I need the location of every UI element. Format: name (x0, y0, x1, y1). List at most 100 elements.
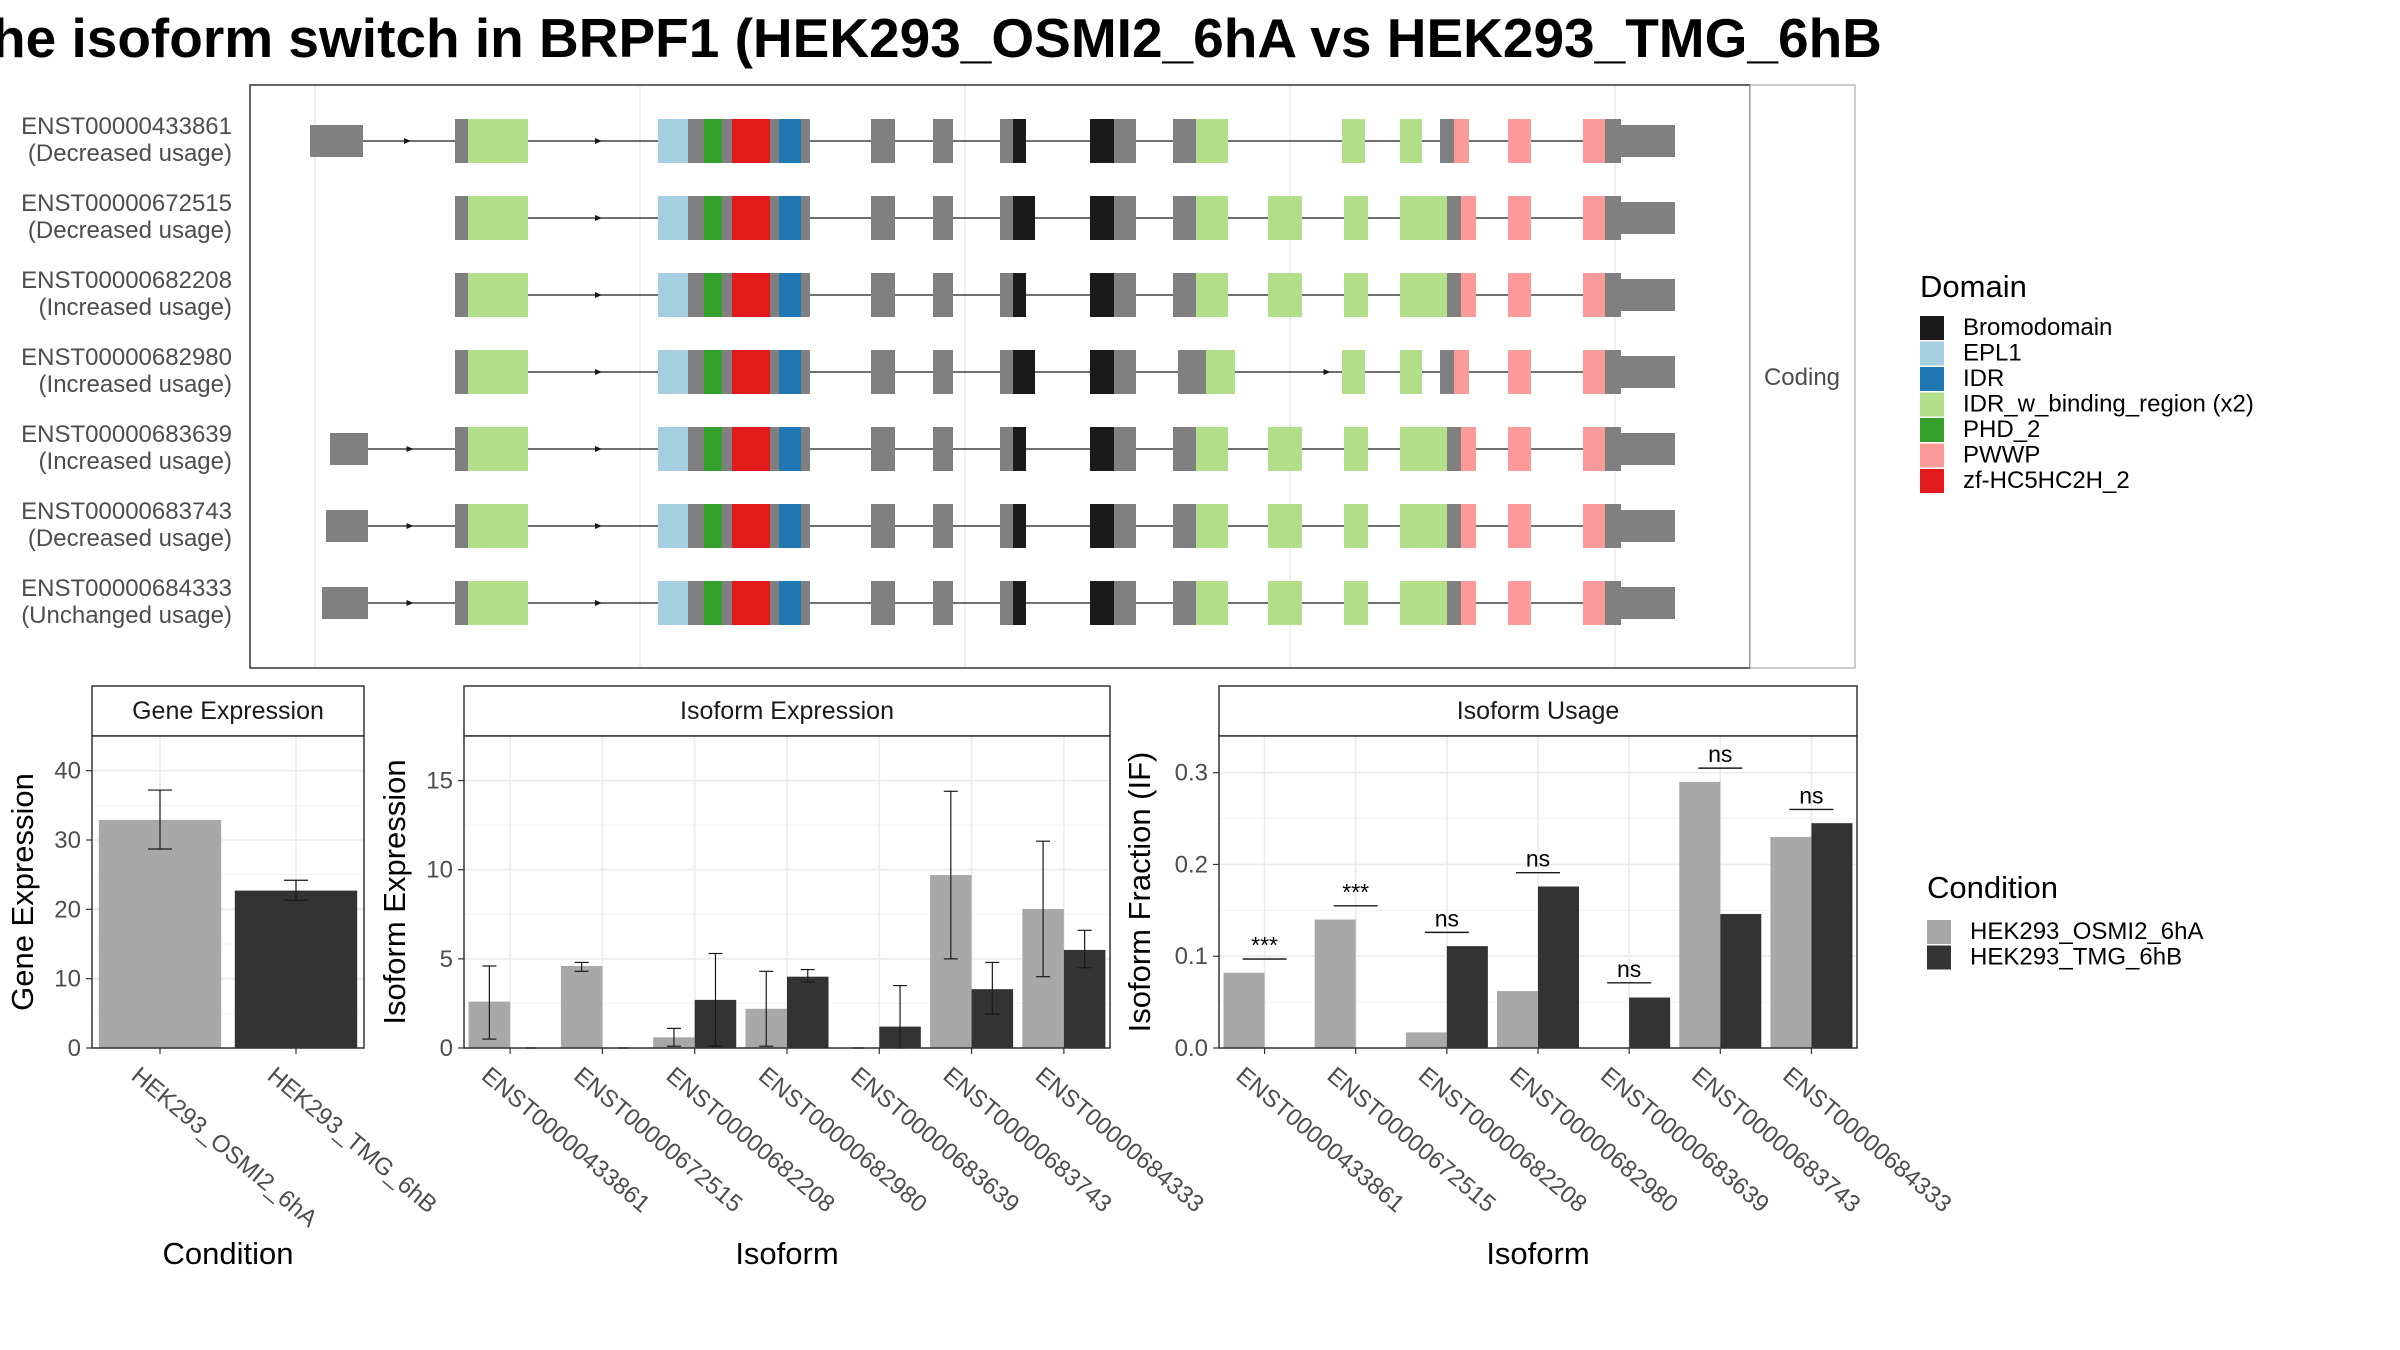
transcript-status: (Increased usage) (39, 448, 232, 475)
coding-exon (688, 350, 704, 394)
domain-legend-swatch (1920, 392, 1944, 417)
domain-block (1508, 350, 1531, 394)
domain-legend-label: Bromodomain (1963, 314, 2112, 341)
domain-block (1013, 273, 1026, 317)
significance-label: ns (1708, 741, 1732, 767)
domain-block (1013, 119, 1026, 163)
utr-exon (1621, 125, 1675, 157)
domain-block (658, 427, 688, 471)
utr-exon (330, 433, 368, 465)
y-tick-label: 30 (54, 827, 81, 854)
domain-legend-label: PWWP (1963, 442, 2040, 469)
coding-exon (1000, 581, 1013, 625)
error-bar (284, 879, 308, 901)
domain-block (1583, 273, 1605, 317)
transcript-label: ENST00000683639(Increased usage) (21, 421, 232, 475)
domain-block (1508, 427, 1531, 471)
domain-block (1344, 504, 1368, 548)
panel-title: Isoform Usage (1457, 697, 1620, 725)
domain-legend-swatch (1920, 443, 1944, 468)
domain-block (732, 350, 770, 394)
utr-exon (322, 587, 368, 619)
domain-block (779, 427, 801, 471)
panel-border (1218, 735, 1858, 1049)
domain-block (1344, 273, 1368, 317)
bar (560, 965, 603, 1048)
significance-label: ns (1435, 905, 1459, 931)
domain-block (468, 119, 528, 163)
bar (1770, 836, 1812, 1048)
domain-legend-item: PHD_2 (1920, 416, 2040, 443)
domain-block (658, 273, 688, 317)
domain-legend-item: PWWP (1920, 442, 2040, 469)
domain-legend-item: IDR_w_binding_region (x2) (1920, 391, 2254, 418)
transcript-label: ENST00000683743(Decreased usage) (21, 498, 232, 552)
panel-title: Isoform Expression (680, 697, 894, 725)
x-axis-title: Isoform (1486, 1236, 1589, 1271)
panel-strip (1218, 685, 1858, 737)
domain-block (658, 581, 688, 625)
coding-exon (801, 273, 810, 317)
significance-label: *** (1342, 879, 1369, 905)
domain-block (468, 350, 528, 394)
x-tick-label: ENST00000433861 (476, 1062, 655, 1218)
transcript-label: ENST00000433861(Decreased usage) (21, 113, 232, 167)
domain-block (1013, 427, 1026, 471)
transcript-id: ENST00000683639 (21, 421, 232, 448)
coding-exon (801, 427, 810, 471)
bar (1405, 1032, 1447, 1048)
domain-block (1400, 119, 1422, 163)
domain-legend-item: IDR (1920, 365, 2004, 392)
condition-legend-swatch (1927, 945, 1951, 970)
domain-block (1196, 427, 1228, 471)
y-axis-title: Isoform Fraction (IF) (1122, 752, 1157, 1033)
utr-exon (1621, 587, 1675, 619)
domain-block (1508, 504, 1531, 548)
transcript-row (455, 196, 1675, 240)
domain-block (732, 504, 770, 548)
y-tick-label: 0.0 (1175, 1035, 1208, 1062)
bar (1679, 781, 1721, 1048)
coding-exon (455, 273, 468, 317)
x-tick-label: ENST00000683743 (1686, 1062, 1865, 1218)
error-bar (1036, 840, 1051, 978)
utr-exon (1621, 510, 1675, 542)
error-bar (943, 790, 958, 960)
bar (1223, 972, 1265, 1048)
condition-legend-label: HEK293_TMG_6hB (1970, 944, 2182, 971)
domain-block (1400, 504, 1447, 548)
transcript-row (455, 273, 1675, 317)
coding-exon (455, 196, 468, 240)
domain-block (1268, 196, 1302, 240)
intron-arrow (1323, 369, 1331, 375)
utr-exon (1621, 356, 1675, 388)
intron-arrow (595, 138, 602, 144)
coding-exon (455, 427, 468, 471)
coding-exon (1605, 196, 1621, 240)
coding-exon (722, 504, 732, 548)
domain-block (1583, 350, 1605, 394)
domain-legend: Domain BromodomainEPL1IDRIDR_w_binding_r… (1920, 269, 2254, 494)
bar (234, 890, 358, 1048)
condition-legend-item: HEK293_TMG_6hB (1927, 944, 2182, 971)
error-bar (482, 965, 497, 1040)
domain-block (1268, 427, 1302, 471)
domain-block (468, 273, 528, 317)
transcript-label: ENST00000682208(Increased usage) (21, 267, 232, 321)
domain-block (1090, 427, 1114, 471)
domain-block (704, 504, 722, 548)
bar (1811, 823, 1853, 1048)
x-axis-title: Isoform (735, 1236, 838, 1271)
coding-exon (1605, 273, 1621, 317)
domain-legend-swatch (1920, 341, 1944, 366)
coding-exon (1173, 119, 1196, 163)
coding-exon (688, 427, 704, 471)
coding-exon (801, 119, 810, 163)
domain-legend-title: Domain (1920, 269, 2027, 304)
coding-exon (1114, 196, 1136, 240)
domain-block (1013, 196, 1035, 240)
y-tick-label: 0 (68, 1035, 81, 1062)
domain-legend-swatch (1920, 418, 1944, 442)
coding-exon (1000, 273, 1013, 317)
error-bar (574, 961, 589, 972)
